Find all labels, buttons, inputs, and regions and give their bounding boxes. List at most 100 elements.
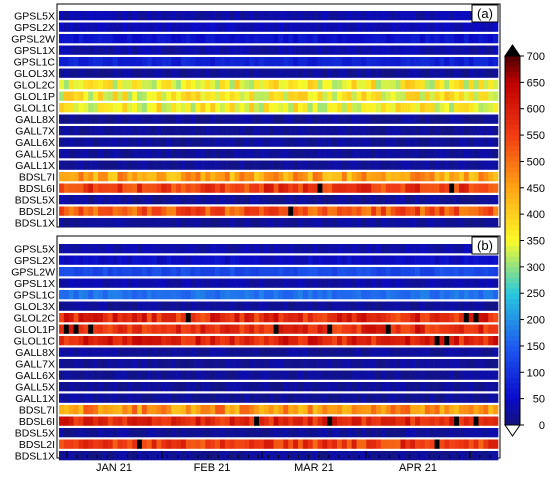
heatmap-cell: [132, 244, 138, 254]
heatmap-cell: [307, 91, 313, 101]
heatmap-cell: [298, 382, 304, 392]
heatmap-cell: [298, 57, 304, 67]
heatmap-cell: [376, 336, 382, 346]
colorbar-tick-label: 500: [527, 156, 545, 168]
heatmap-cell: [161, 255, 167, 265]
heatmap-cell: [166, 405, 172, 415]
heatmap-cell: [200, 11, 206, 21]
heatmap-cell: [415, 11, 421, 21]
heatmap-cell: [385, 244, 392, 254]
heatmap-cell: [239, 382, 245, 392]
heatmap-cell: [102, 336, 109, 346]
heatmap-cell: [341, 336, 348, 346]
heatmap-cell: [229, 114, 235, 124]
heatmap-cell: [63, 114, 70, 124]
heatmap-cell: [478, 57, 484, 67]
heatmap-cell: [463, 103, 470, 113]
heatmap-cell: [361, 57, 367, 67]
heatmap-cell: [98, 244, 104, 254]
heatmap-cell: [400, 370, 406, 380]
heatmap-cell: [322, 393, 328, 403]
heatmap-cell: [493, 183, 499, 193]
heatmap-cell: [200, 45, 206, 55]
heatmap-cell: [210, 114, 216, 124]
heatmap-cell: [151, 137, 157, 147]
heatmap-cell: [59, 278, 65, 288]
heatmap-cell: [73, 80, 79, 90]
heatmap-cell: [215, 382, 221, 392]
heatmap-cell: [146, 91, 153, 101]
heatmap-cell: [371, 57, 377, 67]
colorbar-band: [505, 113, 520, 120]
heatmap-cell: [146, 336, 153, 346]
heatmap-cell: [137, 370, 143, 380]
heatmap-cell: [410, 393, 416, 403]
heatmap-cell: [346, 183, 353, 193]
heatmap-cell: [254, 405, 260, 415]
heatmap-cell: [317, 290, 323, 300]
heatmap-cell: [439, 324, 445, 334]
heatmap-cell: [258, 68, 265, 78]
heatmap-cell: [351, 91, 357, 101]
heatmap-cell: [483, 160, 489, 170]
heatmap-cell: [112, 405, 118, 415]
heatmap-cell: [273, 347, 279, 357]
heatmap-cell: [88, 218, 94, 228]
heatmap-cell: [78, 160, 84, 170]
heatmap-cell: [341, 405, 348, 415]
heatmap-cell: [317, 336, 323, 346]
heatmap-cell: [200, 137, 206, 147]
heatmap-cell: [468, 405, 474, 415]
heatmap-cell: [176, 336, 182, 346]
heatmap-cell: [190, 267, 196, 277]
heatmap-cell: [478, 91, 484, 101]
row-label: GLOL1C: [14, 102, 56, 114]
heatmap-cell: [132, 370, 138, 380]
heatmap-cell: [449, 103, 455, 113]
heatmap-cell: [346, 255, 353, 265]
heatmap-cell: [273, 301, 279, 311]
heatmap-cell: [449, 68, 455, 78]
heatmap-cell: [268, 255, 274, 265]
heatmap-cell: [298, 137, 304, 147]
heatmap-cell: [263, 195, 270, 205]
heatmap-cell: [268, 393, 274, 403]
heatmap-cell: [176, 160, 182, 170]
heatmap-cell: [327, 405, 333, 415]
heatmap-cell: [273, 34, 279, 44]
heatmap-cell: [141, 195, 148, 205]
heatmap-cell: [239, 126, 245, 136]
heatmap-cell: [380, 137, 387, 147]
heatmap-cell: [463, 336, 470, 346]
heatmap-cell: [293, 359, 299, 369]
heatmap-cell: [93, 267, 99, 277]
heatmap-cell: [458, 428, 465, 438]
heatmap-cell: [454, 91, 460, 101]
heatmap-cell: [380, 255, 387, 265]
heatmap-cell: [200, 451, 206, 461]
colorbar-band: [505, 251, 520, 257]
heatmap-cell: [385, 347, 392, 357]
heatmap-cell: [263, 160, 270, 170]
heatmap-cell: [185, 324, 192, 334]
heatmap-cell: [317, 405, 323, 415]
heatmap-cell: [219, 149, 226, 159]
heatmap-cell: [410, 278, 416, 288]
heatmap-cell: [444, 68, 450, 78]
heatmap-cell: [371, 439, 377, 449]
heatmap-cell: [151, 57, 157, 67]
heatmap-cell: [117, 137, 123, 147]
heatmap-cell: [146, 206, 153, 216]
heatmap-cell: [341, 91, 348, 101]
heatmap-cell: [405, 416, 411, 426]
heatmap-cell: [371, 103, 377, 113]
heatmap-cell: [258, 195, 265, 205]
heatmap-cell: [224, 451, 231, 461]
heatmap-cell: [102, 172, 109, 182]
heatmap-cell: [190, 324, 196, 334]
heatmap-cell: [288, 255, 294, 265]
heatmap-cell: [449, 393, 455, 403]
heatmap-cell: [371, 172, 377, 182]
heatmap-cell: [68, 80, 74, 90]
heatmap-cell: [171, 416, 177, 426]
